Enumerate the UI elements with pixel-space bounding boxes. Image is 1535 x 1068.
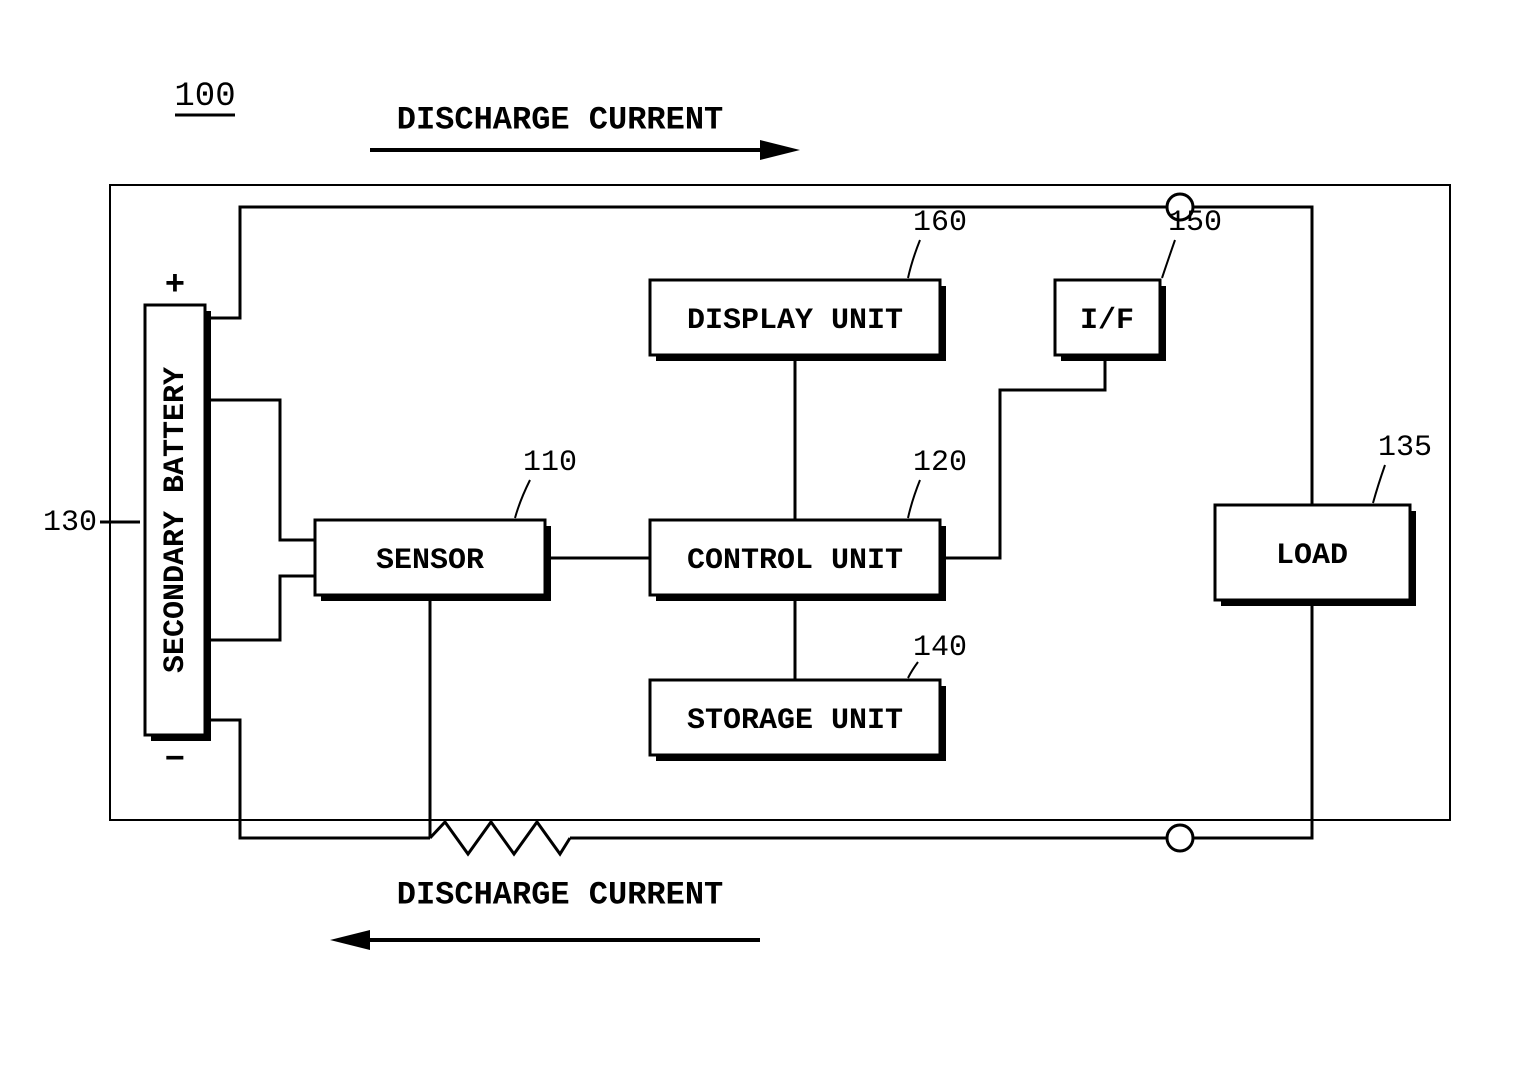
battery-label: SECONDARY BATTERY: [159, 367, 193, 673]
sensor-block: SENSOR: [315, 520, 551, 601]
storage-ref: 140: [913, 631, 967, 665]
display-ref: 160: [913, 206, 967, 240]
arrowhead-right-icon: [760, 140, 800, 160]
storage-block: STORAGE UNIT: [650, 680, 946, 761]
battery-plus: +: [165, 267, 185, 305]
resistor-icon: [430, 822, 570, 854]
battery-minus: −: [165, 742, 185, 780]
sensor-ref-leader: [515, 480, 530, 518]
arrowhead-left-icon: [330, 930, 370, 950]
terminal-bottom: [1167, 825, 1193, 851]
display-ref-leader: [908, 240, 920, 278]
display-block: DISPLAY UNIT: [650, 280, 946, 361]
load-ref-leader: [1373, 465, 1385, 503]
load-block: LOAD: [1215, 505, 1416, 606]
interface-ref-leader: [1162, 240, 1175, 278]
discharge-label-top: DISCHARGE CURRENT: [397, 101, 723, 138]
control-ref: 120: [913, 446, 967, 480]
control-label: CONTROL UNIT: [687, 544, 903, 578]
wire-batt-sense-upper: [205, 400, 315, 540]
interface-ref: 150: [1168, 206, 1222, 240]
sensor-ref: 110: [523, 446, 577, 480]
display-label: DISPLAY UNIT: [687, 304, 903, 338]
battery-block: SECONDARY BATTERY: [145, 305, 211, 741]
figure-ref: 100: [174, 78, 235, 116]
interface-label: I/F: [1080, 304, 1134, 338]
discharge-label-bottom: DISCHARGE CURRENT: [397, 876, 723, 913]
interface-block: I/F: [1055, 280, 1166, 361]
wire-top-to-load: [1193, 207, 1312, 505]
block-diagram: SECONDARY BATTERY + − SENSOR CONTROL UNI…: [0, 0, 1535, 1068]
sensor-label: SENSOR: [376, 544, 484, 578]
battery-ref: 130: [43, 506, 97, 540]
wire-bottom-to-load: [1193, 600, 1312, 838]
load-ref: 135: [1378, 431, 1432, 465]
wire-batt-sense-lower: [205, 576, 315, 640]
control-ref-leader: [908, 480, 920, 518]
discharge-arrow-top: DISCHARGE CURRENT: [370, 101, 800, 160]
load-label: LOAD: [1276, 539, 1348, 573]
storage-label: STORAGE UNIT: [687, 704, 903, 738]
control-block: CONTROL UNIT: [650, 520, 946, 601]
discharge-arrow-bottom: DISCHARGE CURRENT: [330, 876, 760, 950]
